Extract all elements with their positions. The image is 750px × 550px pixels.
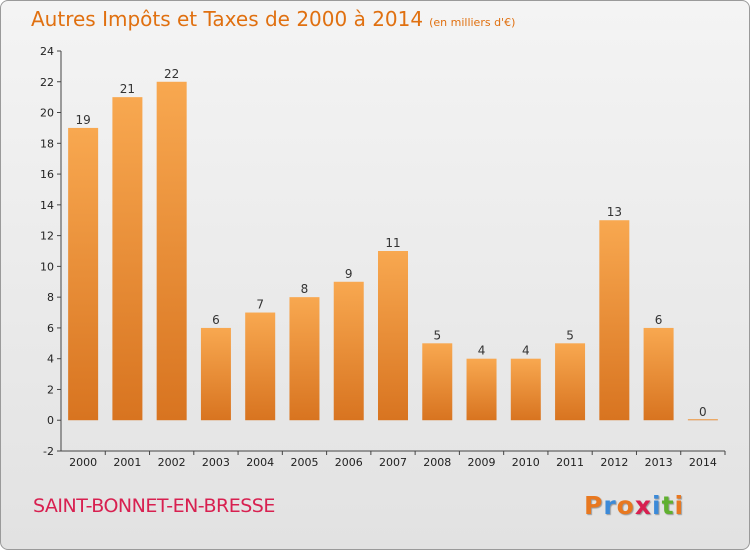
y-tick-label: 6 (47, 322, 54, 335)
bar-value-label: 0 (699, 405, 707, 419)
y-tick-label: 4 (47, 353, 54, 366)
y-tick-label: 10 (40, 260, 54, 273)
chart-data-labels: 19 21 22 6 7 8 9 11 5 4 4 5 13 6 0 (75, 67, 706, 419)
chart-title: Autres Impôts et Taxes de 2000 à 2014 (31, 7, 424, 31)
x-tick-label: 2000 (69, 456, 97, 469)
bar-value-label: 8 (301, 282, 309, 296)
bar-value-label: 19 (75, 113, 90, 127)
bar-value-label: 4 (522, 344, 530, 358)
bar-value-label: 22 (164, 67, 179, 81)
y-tick-label: 14 (40, 199, 54, 212)
bar-value-label: 6 (212, 313, 220, 327)
logo-letter: t (661, 491, 675, 520)
x-tick-label: 2002 (158, 456, 186, 469)
x-tick-label: 2008 (423, 456, 451, 469)
bar (687, 419, 718, 421)
bar (422, 343, 453, 421)
y-tick-label: 12 (40, 230, 54, 243)
y-tick-label: 20 (40, 107, 54, 120)
chart-subtitle: (en milliers d'€) (429, 16, 516, 29)
y-tick-label: 24 (40, 45, 54, 58)
chart-title-block: Autres Impôts et Taxes de 2000 à 2014 (en… (31, 7, 515, 31)
commune-name: SAINT-BONNET-EN-BRESSE (33, 495, 275, 517)
x-tick-label: 2006 (335, 456, 363, 469)
y-tick-label: 0 (47, 414, 54, 427)
x-tick-label: 2007 (379, 456, 407, 469)
bar-value-label: 5 (566, 328, 574, 342)
bar (68, 127, 99, 421)
x-tick-label: 2005 (290, 456, 318, 469)
bar-value-label: 13 (607, 205, 622, 219)
bar-value-label: 5 (433, 328, 441, 342)
x-tick-label: 2010 (512, 456, 540, 469)
logo-letter: i (652, 491, 662, 520)
chart-bars (68, 81, 718, 421)
logo-letter: r (603, 491, 617, 520)
bar (289, 297, 320, 421)
logo-letter: x (634, 491, 652, 520)
bar (599, 220, 630, 421)
bar (245, 312, 276, 421)
y-tick-label: 2 (47, 383, 54, 396)
bar-value-label: 11 (385, 236, 400, 250)
bar (112, 97, 143, 421)
bar-value-label: 6 (655, 313, 663, 327)
bar (156, 81, 187, 421)
logo-letter: o (616, 491, 635, 520)
bar-value-label: 9 (345, 267, 353, 281)
y-tick-label: 22 (40, 76, 54, 89)
x-tick-label: 2004 (246, 456, 274, 469)
logo-letter: i (674, 491, 685, 520)
logo-letter: P (584, 491, 604, 520)
bar (466, 358, 497, 421)
x-tick-label: 2014 (689, 456, 717, 469)
x-tick-label: 2012 (600, 456, 628, 469)
bar-value-label: 7 (256, 298, 264, 312)
bar (333, 281, 364, 421)
x-tick-label: 2001 (113, 456, 141, 469)
y-tick-label: -2 (43, 445, 54, 458)
x-tick-label: 2009 (468, 456, 496, 469)
proxiti-logo[interactable]: Proxiti (584, 491, 684, 520)
bar-value-label: 4 (478, 344, 486, 358)
bar-value-label: 21 (120, 82, 135, 96)
y-tick-label: 8 (47, 291, 54, 304)
bar (378, 251, 408, 421)
y-tick-label: 18 (40, 137, 54, 150)
x-tick-label: 2003 (202, 456, 230, 469)
x-tick-label: 2011 (556, 456, 584, 469)
x-tick-label: 2013 (645, 456, 673, 469)
bar (643, 327, 674, 421)
y-tick-label: 16 (40, 168, 54, 181)
bar (555, 343, 586, 421)
bar (510, 358, 541, 421)
bar (200, 327, 231, 421)
